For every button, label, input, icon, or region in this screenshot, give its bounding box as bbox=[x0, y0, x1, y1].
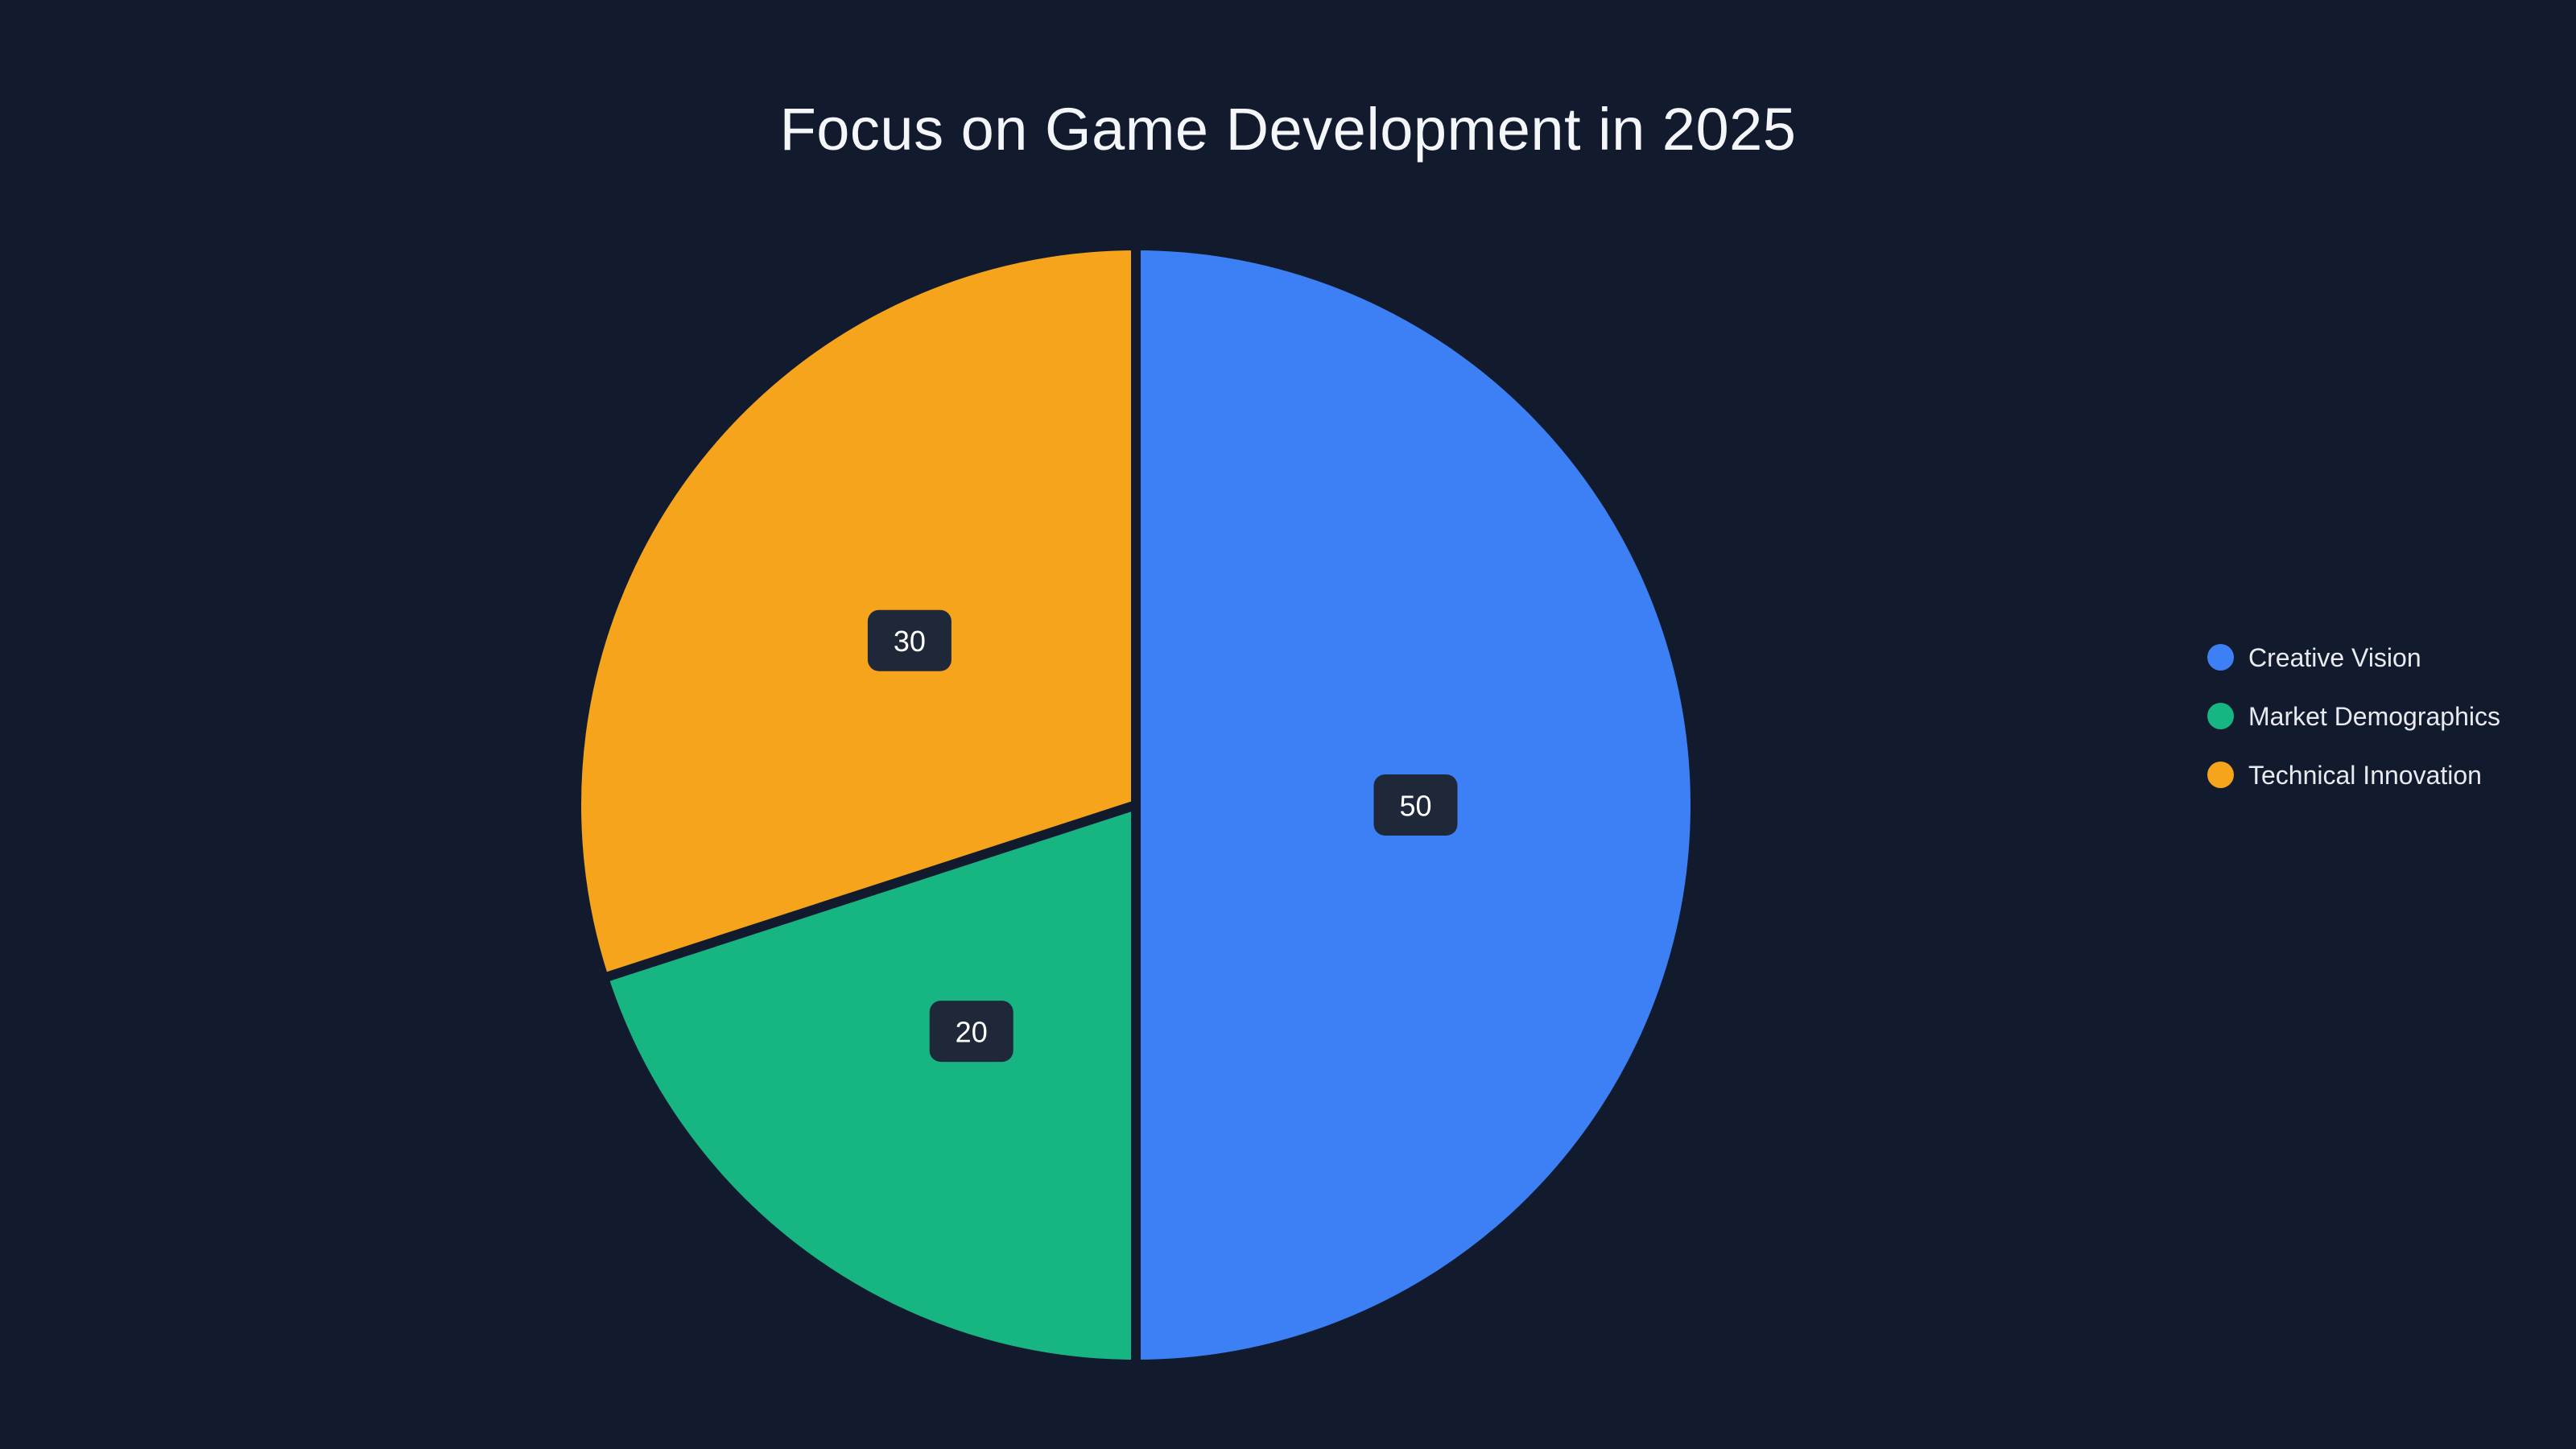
data-label-text: 50 bbox=[1399, 790, 1431, 823]
data-label: 20 bbox=[929, 1001, 1013, 1063]
chart-title: Focus on Game Development in 2025 bbox=[779, 96, 1797, 163]
pie-slice-market-demographics[interactable] bbox=[599, 800, 1141, 1369]
legend: Creative Vision Market Demographics Techni… bbox=[2207, 644, 2500, 788]
data-label-text: 20 bbox=[956, 1016, 988, 1049]
legend-label: Creative Vision bbox=[2248, 642, 2421, 672]
data-label-text: 30 bbox=[894, 625, 926, 658]
legend-swatch-icon bbox=[2207, 703, 2234, 729]
data-label-box bbox=[867, 609, 952, 671]
legend-swatch-icon bbox=[2207, 644, 2234, 671]
legend-swatch-icon bbox=[2207, 762, 2234, 788]
legend-item-creative-vision[interactable]: Creative Vision bbox=[2207, 644, 2500, 671]
legend-item-technical-innovation[interactable]: Technical Innovation bbox=[2207, 762, 2500, 788]
data-label-box bbox=[929, 1001, 1013, 1063]
legend-label: Market Demographics bbox=[2248, 701, 2500, 731]
legend-item-market-demographics[interactable]: Market Demographics bbox=[2207, 703, 2500, 729]
data-label-box bbox=[1373, 774, 1458, 836]
data-label: 30 bbox=[867, 609, 952, 671]
data-label: 50 bbox=[1373, 774, 1458, 836]
pie-slice-technical-innovation[interactable] bbox=[572, 241, 1141, 983]
legend-label: Technical Innovation bbox=[2248, 760, 2482, 790]
